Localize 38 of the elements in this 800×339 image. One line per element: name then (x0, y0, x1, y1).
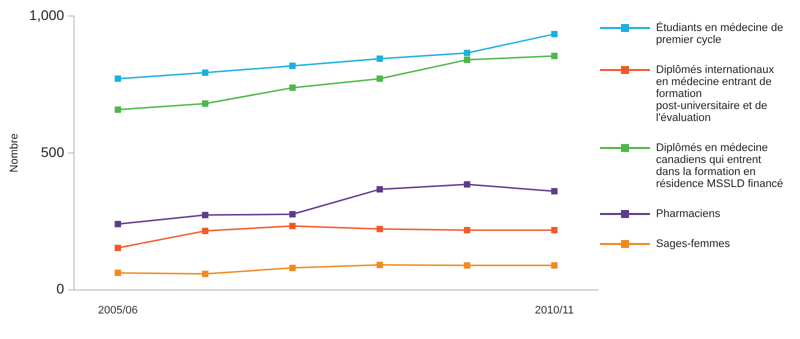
point (376, 76, 383, 82)
point (202, 100, 208, 107)
point (114, 270, 122, 276)
point (376, 262, 383, 268)
point (114, 106, 122, 113)
y-tick-label: 1,000 (29, 6, 64, 23)
point (551, 30, 558, 38)
x-tick-label: 2010/11 (534, 304, 574, 316)
point (551, 52, 558, 60)
point (289, 62, 296, 70)
legend-label: Diplômés internationaux en médecine entrant de formation post-universitaire et de l'évaluation (656, 64, 775, 124)
point (464, 56, 470, 63)
point (551, 188, 558, 194)
point (114, 220, 122, 228)
x-tick-label: 2005/06 (98, 304, 138, 316)
point (464, 181, 470, 188)
point (114, 244, 122, 252)
y-tick-label: 500 (40, 144, 64, 160)
point (202, 69, 208, 76)
point (202, 228, 208, 234)
point (202, 270, 208, 278)
point (376, 226, 383, 232)
legend-label: Sages-femmes (656, 238, 730, 250)
point (464, 226, 470, 234)
y-tick-label: 0 (56, 280, 64, 297)
point (289, 264, 296, 272)
point (289, 211, 296, 218)
point (202, 212, 208, 218)
legend-label: Étudiants en médecine de premier cycle (656, 21, 784, 46)
legend-label: Pharmaciens (656, 208, 721, 220)
point (114, 76, 122, 82)
point (376, 56, 383, 62)
legend-label: Diplômés en médecine canadiens qui entrent dans la formation en résidence MSSLD financé (656, 142, 784, 190)
point (376, 186, 383, 192)
y-axis-title: Nombre (8, 133, 21, 172)
point (289, 84, 296, 91)
point (551, 262, 558, 269)
point (551, 226, 558, 234)
